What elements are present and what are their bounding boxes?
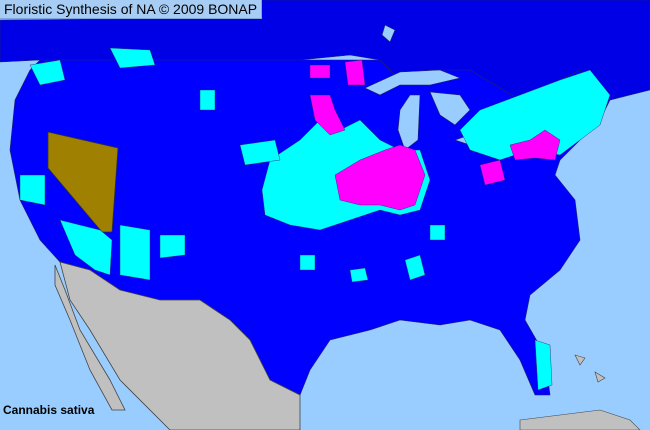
baja-california xyxy=(54,264,126,411)
magenta-counties xyxy=(309,59,561,211)
nevada-state-highlight xyxy=(47,131,119,233)
species-name: Cannabis sativa xyxy=(3,403,95,417)
caribbean-islands xyxy=(519,354,641,430)
map-title: Floristic Synthesis of NA © 2009 BONAP xyxy=(0,0,263,19)
mexico-region xyxy=(59,261,301,430)
